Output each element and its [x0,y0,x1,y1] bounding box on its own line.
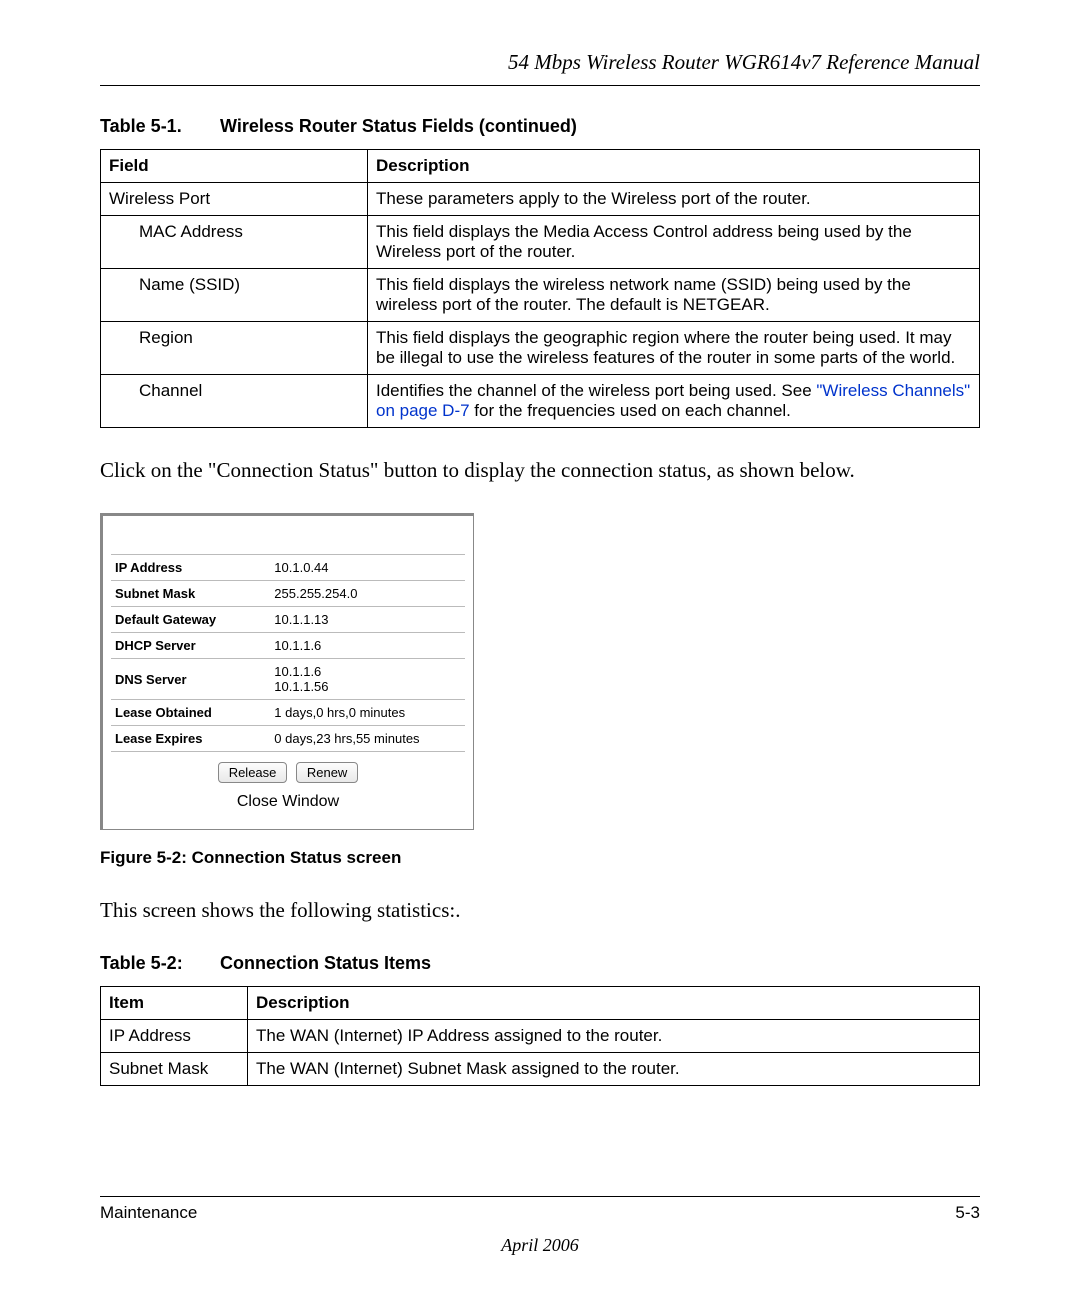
conn-value: 1 days,0 hrs,0 minutes [270,700,465,726]
table1-caption: Table 5-1. Wireless Router Status Fields… [100,116,980,137]
table1-caption-title: Wireless Router Status Fields (continued… [220,116,577,136]
table2-desc-cell: The WAN (Internet) IP Address assigned t… [248,1020,980,1053]
conn-value: 10.1.1.6 [270,633,465,659]
table2-head-item: Item [101,987,248,1020]
conn-label: DNS Server [111,659,270,700]
table1: Field Description Wireless PortThese par… [100,149,980,428]
wireless-channels-link[interactable]: "Wireless Channels" on page D-7 [376,381,970,420]
conn-value: 255.255.254.0 [270,581,465,607]
conn-value: 0 days,23 hrs,55 minutes [270,726,465,752]
table2: Item Description IP AddressThe WAN (Inte… [100,986,980,1086]
conn-value: 10.1.1.6 10.1.1.56 [270,659,465,700]
table2-caption-title: Connection Status Items [220,953,431,973]
renew-button[interactable]: Renew [296,762,358,783]
release-button[interactable]: Release [218,762,288,783]
table2-caption-num: Table 5-2: [100,953,215,974]
footer-page-number: 5-3 [955,1203,980,1223]
conn-label: Lease Obtained [111,700,270,726]
close-window-button[interactable]: Close Window [237,793,339,810]
connection-status-table: IP Address10.1.0.44Subnet Mask255.255.25… [111,555,465,752]
table1-field-cell: Wireless Port [101,183,368,216]
conn-value: 10.1.1.13 [270,607,465,633]
table1-field-cell: Region [101,322,368,375]
table2-caption: Table 5-2: Connection Status Items [100,953,980,974]
footer-section: Maintenance [100,1203,197,1223]
table1-caption-num: Table 5-1. [100,116,215,137]
table2-item-cell: Subnet Mask [101,1053,248,1086]
table2-head-desc: Description [248,987,980,1020]
figure-caption: Figure 5-2: Connection Status screen [100,848,980,868]
connection-status-panel: IP Address10.1.0.44Subnet Mask255.255.25… [100,513,474,830]
conn-label: IP Address [111,555,270,581]
table1-head-field: Field [101,150,368,183]
conn-label: Default Gateway [111,607,270,633]
page-footer: Maintenance 5-3 April 2006 [100,1196,980,1256]
table1-desc-cell: These parameters apply to the Wireless p… [368,183,980,216]
table1-field-cell: MAC Address [101,216,368,269]
conn-label: Lease Expires [111,726,270,752]
table1-field-cell: Name (SSID) [101,269,368,322]
header-rule [100,85,980,86]
table1-head-desc: Description [368,150,980,183]
table1-desc-cell: This field displays the Media Access Con… [368,216,980,269]
header-title: 54 Mbps Wireless Router WGR614v7 Referen… [100,50,980,75]
conn-label: Subnet Mask [111,581,270,607]
table1-field-cell: Channel [101,375,368,428]
table1-desc-cell: This field displays the geographic regio… [368,322,980,375]
conn-label: DHCP Server [111,633,270,659]
table2-item-cell: IP Address [101,1020,248,1053]
para-connection-status: Click on the "Connection Status" button … [100,458,980,483]
para-statistics: This screen shows the following statisti… [100,898,980,923]
table2-desc-cell: The WAN (Internet) Subnet Mask assigned … [248,1053,980,1086]
table1-desc-cell: Identifies the channel of the wireless p… [368,375,980,428]
conn-value: 10.1.0.44 [270,555,465,581]
table1-desc-cell: This field displays the wireless network… [368,269,980,322]
footer-date: April 2006 [100,1235,980,1256]
